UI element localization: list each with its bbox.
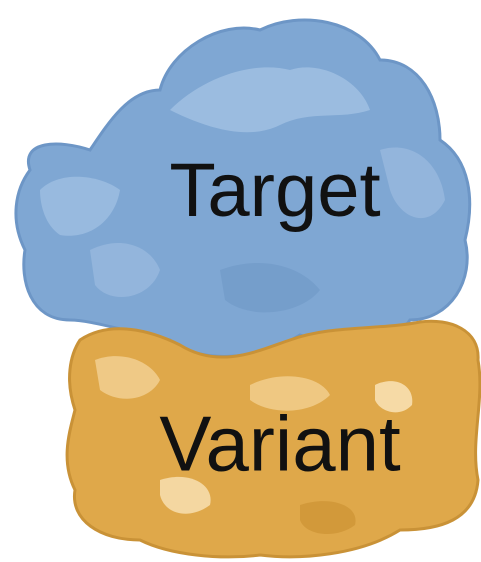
page: {"nodes": [{"label": "Target"}, {"label"… (0, 0, 481, 562)
diagram: Target Variant (0, 0, 481, 562)
node-label: Target (169, 148, 380, 233)
node-label: Variant (159, 400, 401, 488)
